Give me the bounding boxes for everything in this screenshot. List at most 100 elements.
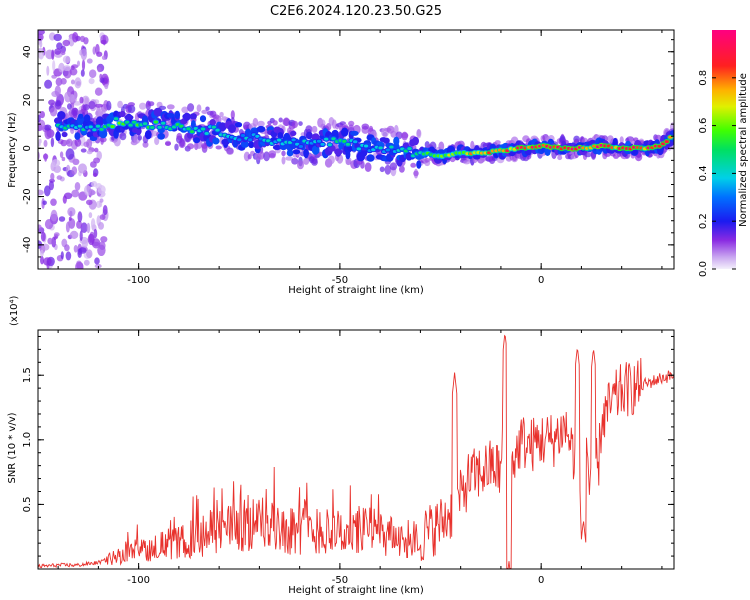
heatmap-cell (79, 35, 86, 43)
heatmap-cell (204, 132, 209, 135)
heatmap-cell (57, 111, 66, 120)
heatmap-cell (79, 96, 84, 104)
heatmap-cell (80, 222, 88, 233)
heatmap-cell (174, 143, 179, 151)
heatmap-cell (65, 221, 70, 233)
heatmap-cell (86, 222, 91, 234)
colorbar-ticks: 0.0 0.2 0.4 0.6 0.8 (698, 70, 736, 277)
heatmap-cell (303, 157, 310, 165)
heatmap-cell (110, 125, 115, 128)
heatmap-cell (353, 140, 358, 144)
heatmap-cell (399, 165, 405, 173)
heatmap-cell (68, 216, 72, 221)
heatmap-cell (50, 198, 57, 206)
heatmap-cell (166, 113, 175, 118)
heatmap-cell (97, 185, 106, 195)
spectrogram-ylabel: Frequency (Hz) (7, 112, 18, 188)
heatmap-cell (89, 69, 97, 78)
y-tick-label: -20 (22, 188, 33, 204)
heatmap-cell (124, 114, 134, 121)
heatmap-cell (69, 94, 77, 104)
heatmap-cell (86, 249, 93, 259)
heatmap-cell (291, 120, 298, 129)
heatmap-cell (40, 249, 44, 257)
heatmap-cell (51, 236, 56, 248)
heatmap-cell (287, 141, 293, 144)
heatmap-cell (366, 154, 375, 162)
spectrogram-heatmap (38, 30, 674, 269)
heatmap-cell (99, 198, 104, 203)
heatmap-cell (127, 104, 136, 114)
snr-scale-note: (x10⁴) (9, 295, 20, 326)
heatmap-cell (99, 73, 103, 80)
heatmap-cell (291, 158, 299, 165)
heatmap-cell (44, 79, 53, 89)
heatmap-cell (65, 251, 72, 261)
heatmap-cell (80, 48, 88, 61)
heatmap-cell (119, 132, 127, 141)
heatmap-cell (291, 138, 296, 142)
heatmap-cell (272, 144, 282, 151)
heatmap-cell (303, 148, 309, 159)
heatmap-cell (38, 224, 42, 230)
heatmap-cell (176, 132, 183, 141)
heatmap-cell (285, 156, 294, 161)
x-tick-label: 0 (538, 575, 544, 586)
heatmap-cell (342, 139, 347, 143)
heatmap-cell (348, 120, 355, 127)
heatmap-cell (78, 163, 87, 174)
heatmap-cell (144, 130, 152, 140)
heatmap-cell (290, 130, 297, 136)
y-tick-label: 1.0 (22, 432, 33, 448)
heatmap-cell (88, 78, 95, 85)
heatmap-cell (47, 237, 53, 245)
heatmap-cell (298, 121, 303, 126)
heatmap-cell (80, 148, 87, 153)
heatmap-cell (127, 102, 135, 107)
heatmap-cell (38, 114, 41, 123)
heatmap-cell (79, 262, 84, 269)
y-tick-label: 0 (22, 145, 33, 151)
heatmap-cell (38, 142, 41, 147)
heatmap-cell (69, 67, 78, 76)
colorbar-tick-label: 0.6 (698, 118, 709, 134)
heatmap-cell (142, 141, 149, 148)
heatmap-cell (219, 111, 224, 118)
heatmap-cell (55, 131, 61, 142)
heatmap-cell (50, 209, 58, 222)
heatmap-cell (94, 257, 100, 265)
heatmap-cell (64, 244, 70, 252)
heatmap-cell (345, 149, 351, 160)
heatmap-cell (619, 136, 624, 144)
heatmap-cell (93, 157, 101, 164)
heatmap-cell (281, 156, 286, 165)
snr-ticks: -100 -50 0 0.5 1.0 1.5 (22, 330, 674, 586)
heatmap-cell (86, 58, 93, 64)
heatmap-cell (78, 113, 84, 119)
heatmap-cell (62, 195, 67, 204)
heatmap-cell (193, 137, 201, 144)
heatmap-cell (228, 124, 236, 133)
heatmap-cell (102, 205, 108, 216)
spectrogram-ticks: -100 -50 0 -40 -20 0 20 40 (22, 30, 674, 286)
heatmap-cell (412, 136, 419, 146)
heatmap-cell (183, 112, 191, 122)
y-tick-label: 1.5 (22, 367, 33, 383)
heatmap-cell (403, 149, 409, 153)
heatmap-cell (99, 136, 107, 143)
heatmap-cell (416, 160, 422, 169)
heatmap-cell (74, 138, 82, 147)
heatmap-cell (292, 149, 301, 155)
colorbar-tick-label: 0.8 (698, 70, 709, 86)
heatmap-cell (38, 119, 46, 131)
heatmap-cell (150, 126, 155, 129)
heatmap-cell (86, 199, 93, 205)
heatmap-cell (226, 148, 234, 155)
heatmap-cell (79, 230, 83, 242)
heatmap-cell (61, 131, 68, 138)
heatmap-cell (53, 232, 60, 237)
heatmap-cell (98, 222, 104, 230)
heatmap-cell (99, 214, 106, 221)
heatmap-cell (212, 137, 220, 145)
colorbar-gradient (712, 30, 736, 269)
